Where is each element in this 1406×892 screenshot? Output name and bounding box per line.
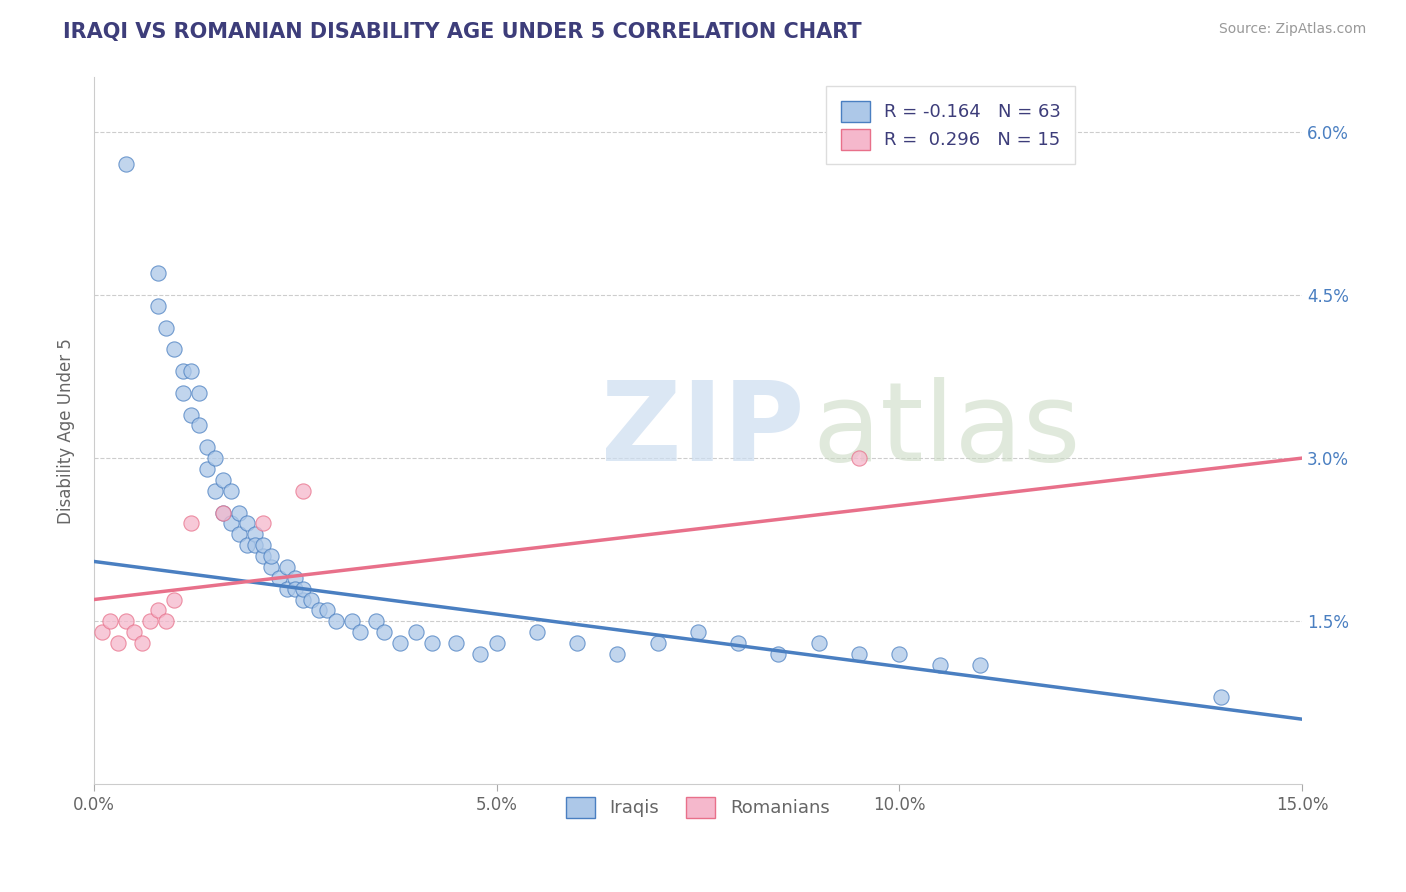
- Point: [115, 157, 138, 171]
- Point: [211, 506, 233, 520]
- Point: [349, 625, 371, 640]
- Point: [260, 549, 283, 563]
- Point: [269, 571, 291, 585]
- Point: [155, 614, 177, 628]
- Point: [180, 408, 202, 422]
- Point: [420, 636, 443, 650]
- Point: [308, 603, 330, 617]
- Point: [219, 483, 242, 498]
- Point: [236, 538, 259, 552]
- Point: [172, 364, 194, 378]
- Point: [187, 418, 209, 433]
- Point: [148, 603, 170, 617]
- Point: [928, 657, 950, 672]
- Point: [180, 364, 202, 378]
- Point: [276, 582, 298, 596]
- Point: [107, 636, 129, 650]
- Point: [139, 614, 162, 628]
- Point: [768, 647, 790, 661]
- Point: [243, 538, 266, 552]
- Point: [848, 451, 870, 466]
- Point: [373, 625, 395, 640]
- Point: [98, 614, 121, 628]
- Text: atlas: atlas: [813, 377, 1081, 484]
- Legend: Iraqis, Romanians: Iraqis, Romanians: [560, 789, 837, 825]
- Point: [727, 636, 749, 650]
- Point: [292, 592, 315, 607]
- Point: [163, 592, 186, 607]
- Point: [236, 516, 259, 531]
- Point: [252, 516, 274, 531]
- Point: [211, 473, 233, 487]
- Point: [187, 385, 209, 400]
- Point: [163, 343, 186, 357]
- Point: [172, 385, 194, 400]
- Point: [299, 592, 322, 607]
- Point: [252, 538, 274, 552]
- Text: IRAQI VS ROMANIAN DISABILITY AGE UNDER 5 CORRELATION CHART: IRAQI VS ROMANIAN DISABILITY AGE UNDER 5…: [63, 22, 862, 42]
- Point: [131, 636, 153, 650]
- Point: [292, 582, 315, 596]
- Point: [526, 625, 548, 640]
- Point: [155, 320, 177, 334]
- Point: [807, 636, 830, 650]
- Point: [243, 527, 266, 541]
- Point: [485, 636, 508, 650]
- Point: [470, 647, 492, 661]
- Point: [260, 560, 283, 574]
- Point: [686, 625, 709, 640]
- Point: [606, 647, 628, 661]
- Point: [969, 657, 991, 672]
- Point: [284, 582, 307, 596]
- Point: [180, 516, 202, 531]
- Point: [204, 451, 226, 466]
- Point: [1211, 690, 1233, 705]
- Point: [204, 483, 226, 498]
- Point: [340, 614, 363, 628]
- Point: [148, 266, 170, 280]
- Point: [325, 614, 347, 628]
- Point: [195, 440, 218, 454]
- Y-axis label: Disability Age Under 5: Disability Age Under 5: [58, 338, 75, 524]
- Point: [446, 636, 468, 650]
- Point: [122, 625, 145, 640]
- Point: [211, 506, 233, 520]
- Point: [228, 527, 250, 541]
- Text: ZIP: ZIP: [602, 377, 804, 484]
- Point: [91, 625, 114, 640]
- Point: [148, 299, 170, 313]
- Point: [848, 647, 870, 661]
- Point: [889, 647, 911, 661]
- Point: [388, 636, 411, 650]
- Point: [115, 614, 138, 628]
- Point: [284, 571, 307, 585]
- Point: [276, 560, 298, 574]
- Point: [316, 603, 339, 617]
- Point: [565, 636, 588, 650]
- Point: [228, 506, 250, 520]
- Point: [195, 462, 218, 476]
- Point: [405, 625, 427, 640]
- Point: [647, 636, 669, 650]
- Point: [219, 516, 242, 531]
- Point: [252, 549, 274, 563]
- Point: [364, 614, 387, 628]
- Text: Source: ZipAtlas.com: Source: ZipAtlas.com: [1219, 22, 1367, 37]
- Point: [292, 483, 315, 498]
